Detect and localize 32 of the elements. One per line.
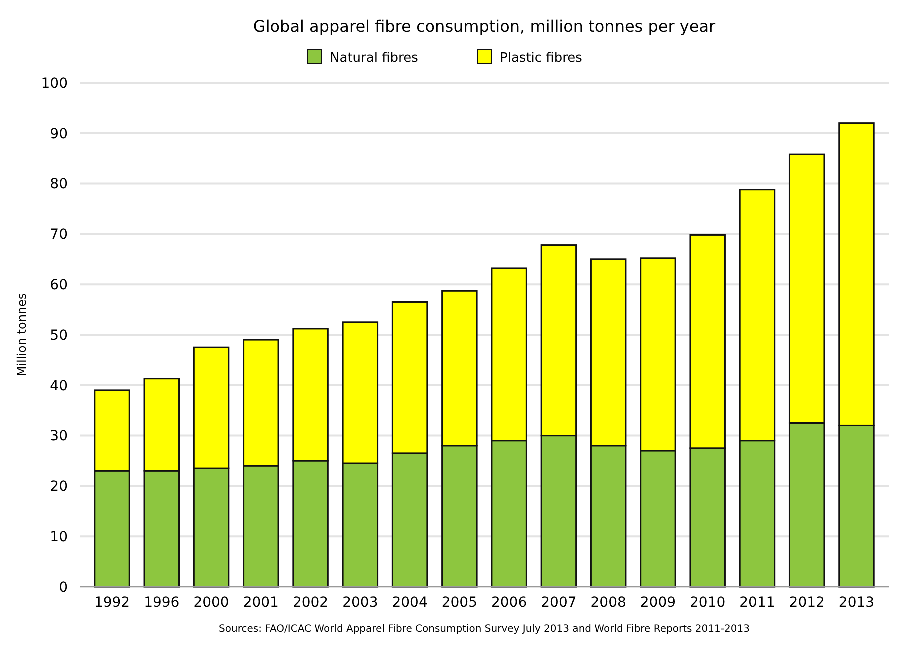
y-tick-label: 50 [50,328,68,344]
x-tick-label: 2004 [392,595,428,611]
legend-label: Plastic fibres [500,51,583,66]
source-note: Sources: FAO/ICAC World Apparel Fibre Consumption Survey July 2013 and World Fibre Reports 2011-2013 [219,624,750,635]
y-tick-label: 80 [50,176,68,193]
x-tick-label: 2001 [243,595,279,611]
x-tick-label: 2009 [640,595,676,611]
y-tick-label: 30 [50,428,68,445]
x-tick-label: 2011 [740,595,776,611]
y-tick-label: 70 [50,227,68,244]
x-tick-label: 1992 [94,595,130,611]
legend-label: Natural fibres [330,51,419,66]
y-tick-label: 20 [50,479,68,496]
x-tick-label: 2005 [442,595,478,611]
y-tick-label: 0 [59,580,68,596]
x-tick-label: 2006 [491,595,528,611]
x-tick-label: 2008 [590,595,626,611]
x-tick-label: 2003 [342,595,378,611]
y-tick-label: 10 [50,530,68,546]
y-tick-label: 40 [50,378,68,394]
x-tick-label: 2000 [194,595,230,611]
y-tick-label: 100 [41,76,68,92]
x-tick-label: 2010 [690,595,726,611]
x-tick-label: 2007 [541,595,577,611]
x-tick-label: 2013 [838,595,875,611]
y-tick-label: 90 [50,126,68,142]
chart-title: Global apparel fibre consumption, million tonnes per year [253,17,716,36]
y-axis-title: Million tonnes [15,293,29,377]
x-tick-label: 1996 [144,595,180,611]
x-tick-label: 2012 [789,595,825,611]
y-tick-label: 60 [50,278,68,294]
x-tick-label: 2002 [292,595,329,611]
